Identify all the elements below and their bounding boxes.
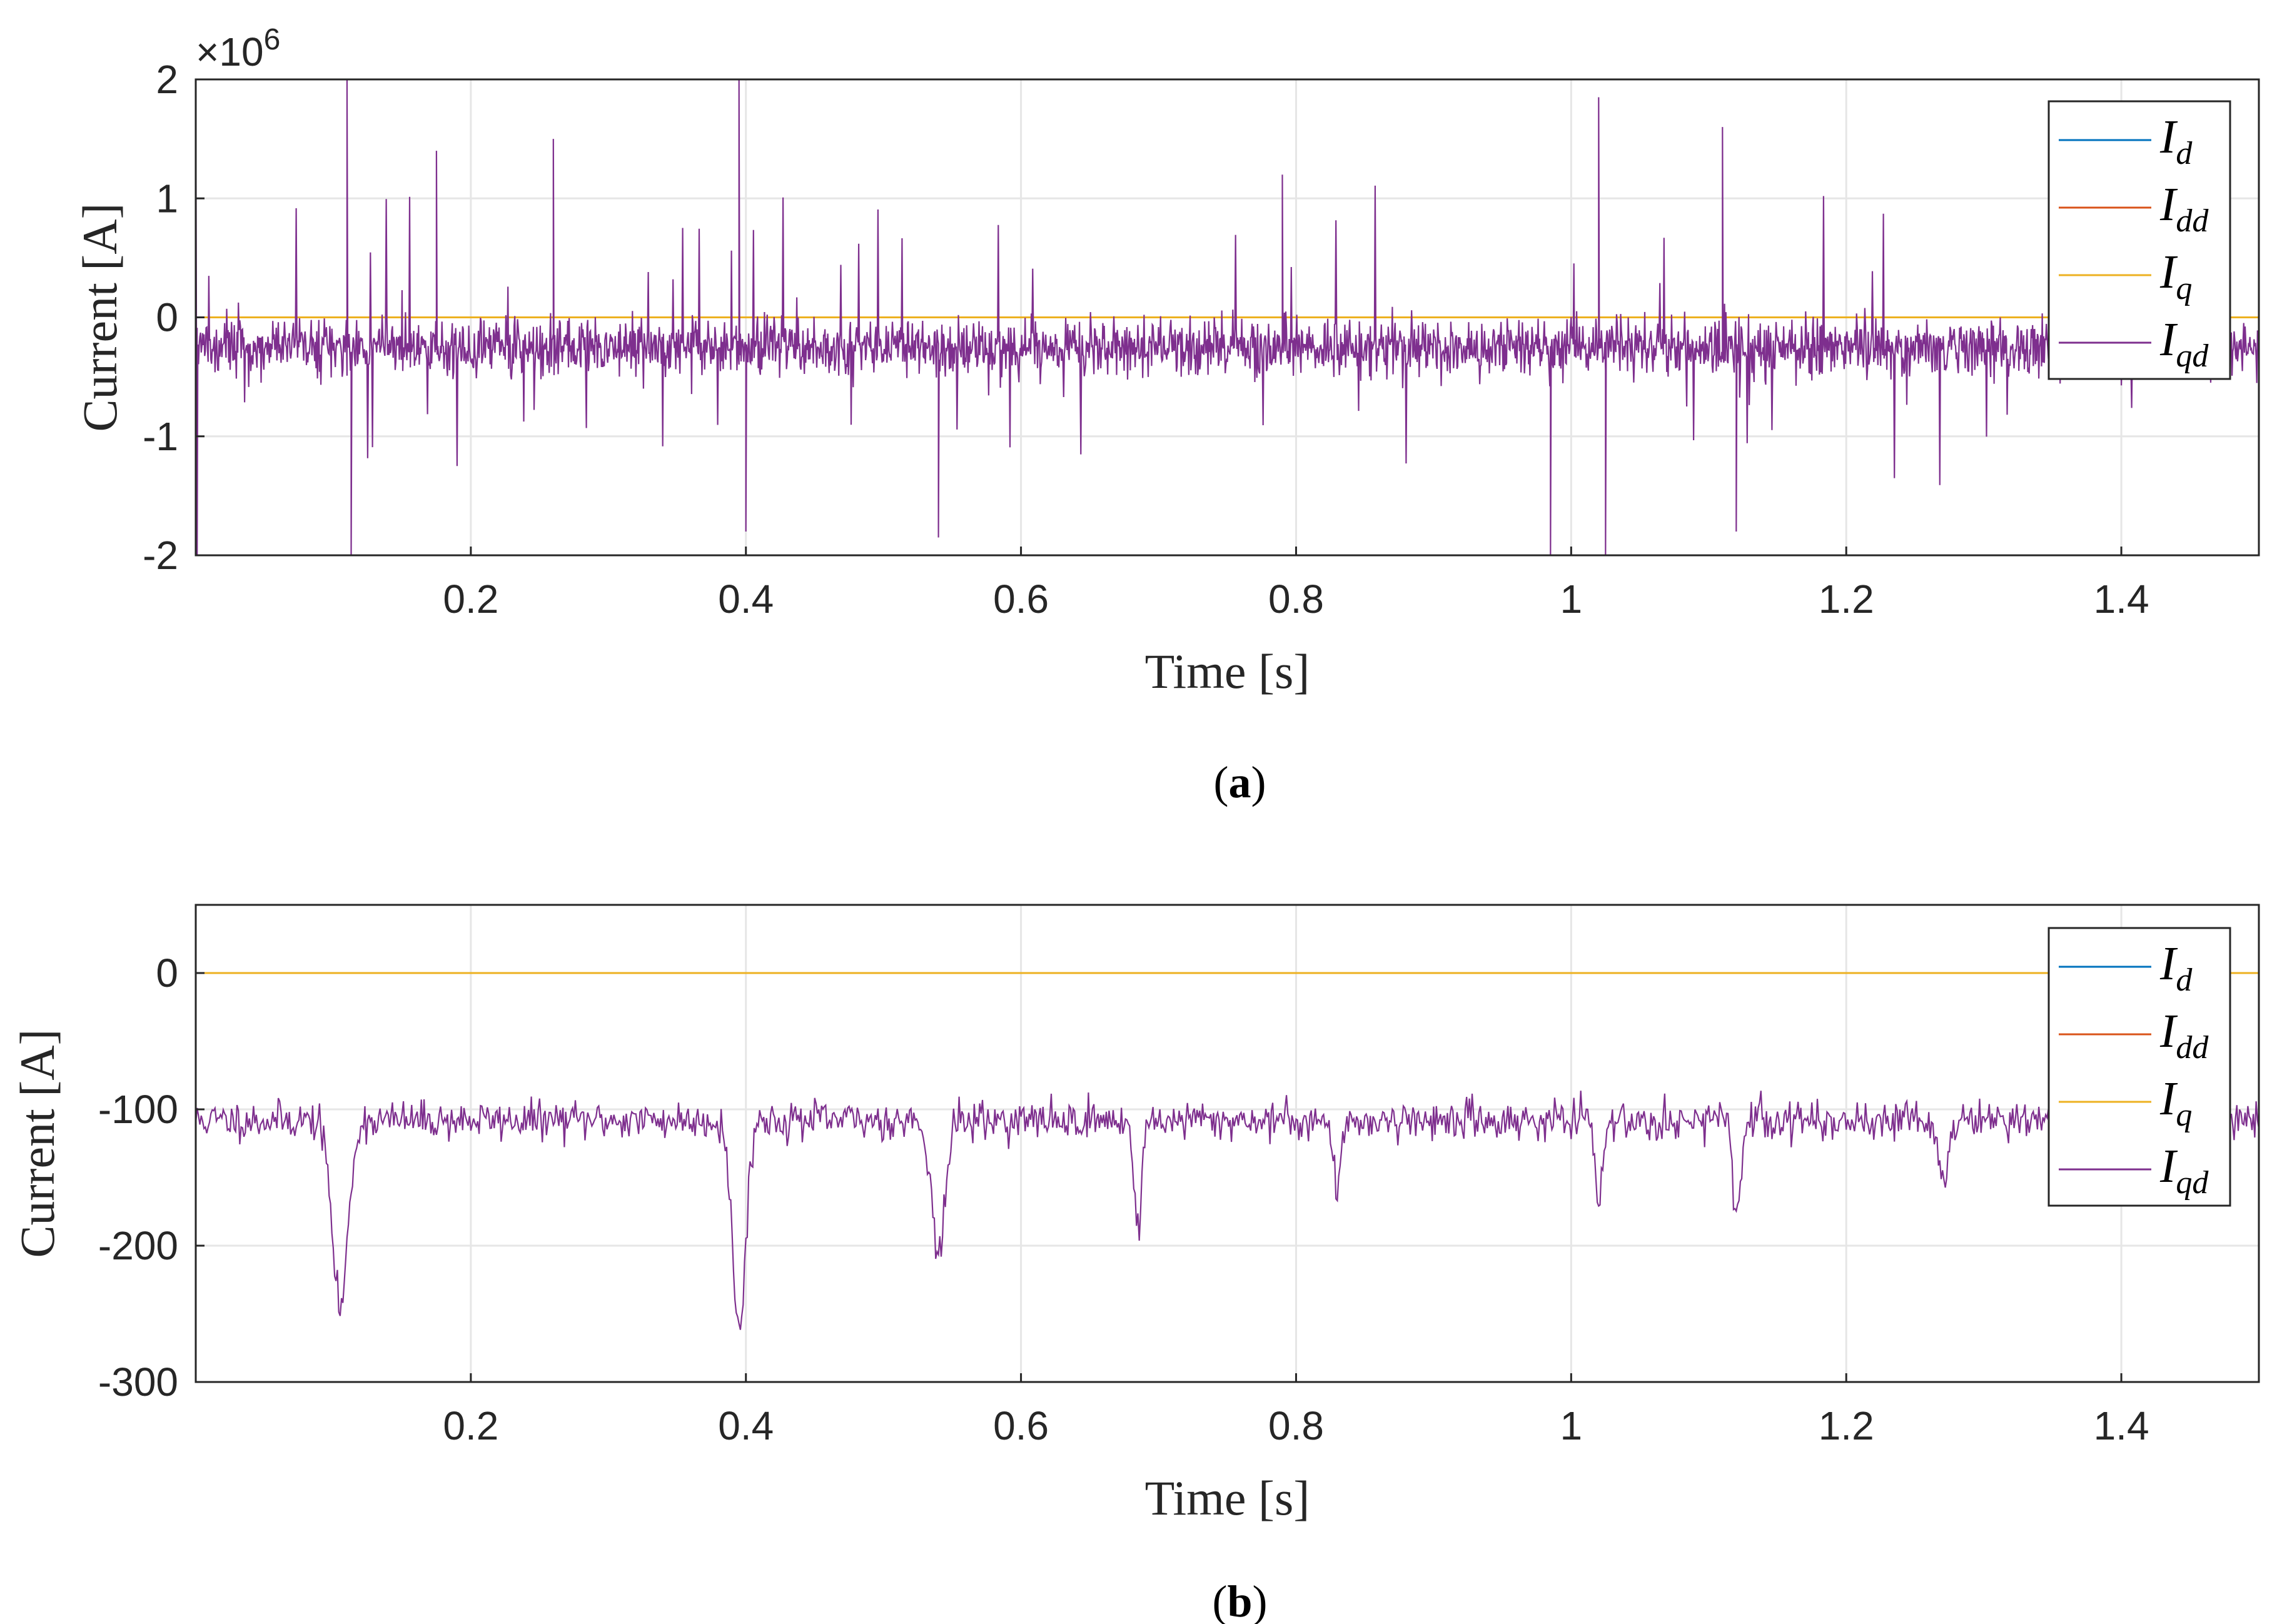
panel-a-x-ticks: 0.2 0.4 0.6 0.8 1 1.2 1.4 — [443, 547, 2149, 622]
panel-b-x-tick-label: 0.4 — [718, 1403, 774, 1448]
panel-a-y-tick-label: 0 — [156, 295, 178, 340]
panel-b-x-tick-label: 0.2 — [443, 1403, 498, 1448]
panel-b-x-tick-label: 1 — [1560, 1403, 1583, 1448]
panel-a-x-axis-label: Time [s] — [1145, 644, 1310, 699]
panel-b-legend-label-Iqd: Iqd — [2159, 1140, 2209, 1201]
panel-a-legend: Id Idd Iq Iqd — [2047, 100, 2231, 380]
panel-a-y-axis-label: Current [A] — [73, 203, 127, 431]
panel-b-legend-label-Id: Id — [2159, 937, 2193, 998]
panel-a-y-tick-label: -1 — [143, 414, 178, 459]
panel-b-x-tick-label: 1.2 — [1819, 1403, 1874, 1448]
panel-a-x-tick-label: 1 — [1560, 577, 1583, 622]
panel-a-y-tick-label: -2 — [143, 533, 178, 578]
panel-b-x-axis-label: Time [s] — [1145, 1471, 1310, 1525]
panel-a-x-tick-label: 0.8 — [1268, 577, 1324, 622]
panel-b-y-tick-label: 0 — [156, 951, 178, 996]
panel-b-chart: 0.2 0.4 0.6 0.8 1 1.2 1.4 0 -100 -200 -300 Time [… — [10, 904, 2260, 1624]
panel-a-chart: 0.2 0.4 0.6 0.8 1 1.2 1.4 2 1 0 -1 -2 ×106 Time [s… — [73, 23, 2260, 807]
panel-a-x-tick-label: 1.2 — [1819, 577, 1874, 622]
panel-b-legend: Id Idd Iq Iqd — [2047, 927, 2231, 1207]
panel-a-caption: (a) — [1214, 757, 1266, 807]
panel-a-x-tick-label: 0.2 — [443, 577, 498, 622]
panel-a-series-Iqd-line — [196, 79, 2259, 555]
panel-b-x-tick-label: 0.8 — [1268, 1403, 1324, 1448]
panel-a-plot-area — [196, 79, 2259, 555]
panel-a-y-tick-label: 1 — [156, 176, 178, 221]
panel-b-y-axis-label: Current [A] — [10, 1029, 64, 1258]
panel-b-series-Iqd-line — [196, 1076, 2259, 1330]
panel-b-x-ticks: 0.2 0.4 0.6 0.8 1 1.2 1.4 — [443, 1373, 2149, 1448]
panel-a-legend-label-Id: Id — [2159, 111, 2193, 171]
panel-b-legend-box — [2047, 927, 2231, 1207]
panel-a-y-tick-label: 2 — [156, 57, 178, 102]
panel-a-x-tick-label: 1.4 — [2094, 577, 2149, 622]
panel-b-y-tick-label: -100 — [98, 1087, 178, 1132]
panel-b-y-tick-label: -300 — [98, 1359, 178, 1405]
panel-a-y-ticks: 2 1 0 -1 -2 — [143, 57, 204, 578]
panel-b-axes-frame — [194, 904, 2260, 1383]
panel-a-legend-label-Iq: Iq — [2159, 246, 2192, 306]
panel-a-y-exponent-label: ×106 — [196, 23, 280, 74]
panel-b-y-ticks: 0 -100 -200 -300 — [98, 951, 204, 1405]
panel-a-x-tick-label: 0.6 — [993, 577, 1049, 622]
panel-b-legend-label-Iq: Iq — [2159, 1072, 2192, 1133]
panel-b-plot-area — [196, 972, 2259, 1330]
panel-b-legend-label-Idd: Idd — [2159, 1005, 2209, 1066]
panel-b-y-tick-label: -200 — [98, 1223, 178, 1268]
panel-b-x-tick-label: 1.4 — [2094, 1403, 2149, 1448]
panel-a-legend-label-Iqd: Iqd — [2159, 313, 2209, 374]
panel-a-legend-label-Idd: Idd — [2159, 178, 2209, 239]
panel-a-legend-box — [2047, 100, 2231, 380]
panel-b-caption: (b) — [1212, 1576, 1267, 1624]
panel-b-x-tick-label: 0.6 — [993, 1403, 1049, 1448]
panel-a-x-tick-label: 0.4 — [718, 577, 774, 622]
